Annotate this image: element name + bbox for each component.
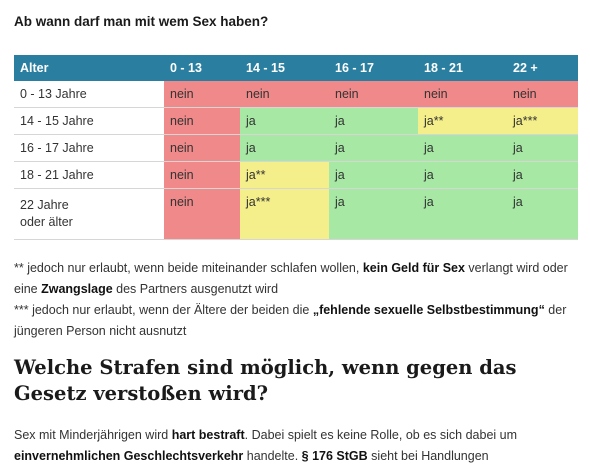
table-cell: nein — [164, 134, 240, 162]
row-label: 22 Jahre oder älter — [14, 188, 164, 240]
body-emphasis: einvernehmlichen Geschlechtsverkehr — [14, 449, 244, 463]
note-emphasis: kein Geld für Sex — [362, 261, 465, 275]
table-cell: ja — [329, 107, 418, 135]
body-text: handelte. — [243, 449, 302, 463]
table-cell: nein — [507, 81, 578, 108]
body-text: sieht bei Handlungen — [367, 449, 489, 463]
section-title: Welche Strafen sind möglich, wenn gegen … — [14, 356, 517, 405]
row-label: 0 - 13 Jahre — [14, 81, 164, 108]
note-text: *** jedoch nur erlaubt, wenn der Ältere … — [14, 303, 313, 317]
table-header-row: Alter 0 - 13 14 - 15 16 - 17 18 - 21 22 … — [14, 55, 578, 81]
footnotes: ** jedoch nur erlaubt, wenn beide mitein… — [14, 258, 580, 342]
body-emphasis: hart bestraft — [171, 428, 245, 442]
age-consent-table: Alter 0 - 13 14 - 15 16 - 17 18 - 21 22 … — [14, 55, 578, 240]
footnote-double-star: ** jedoch nur erlaubt, wenn beide mitein… — [14, 258, 580, 300]
table-cell: ja*** — [240, 188, 329, 240]
header-col: 16 - 17 — [329, 55, 418, 81]
table-cell: ja — [507, 134, 578, 162]
note-text: verlangt wird oder eine — [14, 261, 568, 296]
page-heading: Ab wann darf man mit wem Sex haben? — [14, 14, 269, 29]
header-col: 18 - 21 — [418, 55, 507, 81]
row-label: 14 - 15 Jahre — [14, 107, 164, 135]
table-cell: nein — [164, 81, 240, 108]
header-col: 14 - 15 — [240, 55, 329, 81]
table-cell: nein — [164, 107, 240, 135]
law-reference: § 176 StGB — [301, 449, 368, 463]
row-label-line2: oder älter — [20, 215, 73, 229]
note-text: ** jedoch nur erlaubt, wenn beide mitein… — [14, 261, 363, 275]
table-row: 16 - 17 Jahre nein ja ja ja ja — [14, 134, 578, 162]
table-cell: ja** — [240, 161, 329, 189]
table-cell: ja*** — [507, 107, 578, 135]
note-emphasis: Zwangslage — [41, 282, 113, 296]
table-cell: ja — [418, 188, 507, 240]
table-cell: ja — [240, 134, 329, 162]
row-label: 18 - 21 Jahre — [14, 161, 164, 189]
table-cell: nein — [164, 188, 240, 240]
table-cell: ja — [507, 188, 578, 240]
table-row: 0 - 13 Jahre nein nein nein nein nein — [14, 81, 578, 108]
table-cell: ja** — [418, 107, 507, 135]
table-cell: ja — [329, 161, 418, 189]
header-col: 0 - 13 — [164, 55, 240, 81]
note-text: des Partners ausgenutzt wird — [112, 282, 279, 296]
table-row: 22 Jahre oder älter nein ja*** ja ja ja — [14, 188, 578, 240]
body-paragraph: Sex mit Minderjährigen wird hart bestraf… — [14, 425, 584, 467]
table-row: 18 - 21 Jahre nein ja** ja ja ja — [14, 161, 578, 189]
note-emphasis: „fehlende sexuelle Selbstbestimmung“ — [312, 303, 545, 317]
table-cell: nein — [329, 81, 418, 108]
table-cell: nein — [164, 161, 240, 189]
table-cell: ja — [329, 188, 418, 240]
row-label: 16 - 17 Jahre — [14, 134, 164, 162]
body-text: . Dabei spielt es keine Rolle, ob es sic… — [244, 428, 518, 442]
header-alter: Alter — [14, 55, 164, 81]
table-cell: ja — [240, 107, 329, 135]
note-text: der jüngeren Person nicht ausnutzt — [14, 303, 567, 338]
body-text: Sex mit Minderjährigen wird — [14, 428, 172, 442]
table-cell: nein — [240, 81, 329, 108]
table-cell: nein — [418, 81, 507, 108]
footnote-triple-star: *** jedoch nur erlaubt, wenn der Ältere … — [14, 300, 580, 342]
table-cell: ja — [507, 161, 578, 189]
header-col: 22 + — [507, 55, 578, 81]
row-label-line1: 22 Jahre — [20, 198, 69, 212]
table-row: 14 - 15 Jahre nein ja ja ja** ja*** — [14, 107, 578, 135]
table-cell: ja — [418, 134, 507, 162]
table-cell: ja — [418, 161, 507, 189]
table-cell: ja — [329, 134, 418, 162]
